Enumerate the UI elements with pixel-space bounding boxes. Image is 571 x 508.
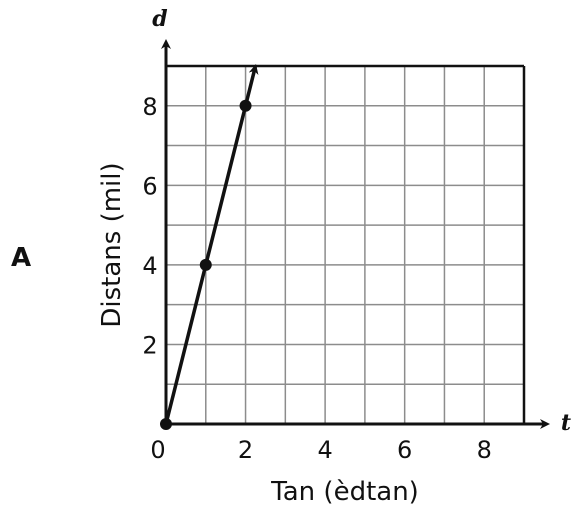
y-tick-label: 6: [142, 172, 157, 200]
x-tick-label: 2: [238, 436, 253, 464]
x-variable-label: t: [561, 410, 571, 436]
y-tick-label: 2: [142, 331, 157, 359]
grid: [166, 64, 526, 424]
data-point: [199, 258, 212, 271]
y-axis-title: Distans (mil): [97, 162, 127, 327]
data-point: [239, 99, 252, 112]
x-tick-label: 6: [397, 436, 412, 464]
data-point: [160, 418, 172, 430]
x-tick-label: 8: [477, 436, 492, 464]
y-variable-label: d: [152, 6, 167, 32]
x-axis-title: Tan (èdtan): [270, 477, 419, 507]
x-tick-label: 4: [317, 436, 332, 464]
x-tick-label: 0: [150, 436, 165, 464]
axes: [161, 39, 550, 429]
data-series: [160, 64, 259, 430]
series-line: [164, 64, 259, 425]
option-label: A: [11, 243, 31, 273]
y-tick-label: 8: [142, 93, 157, 121]
tick-labels: 0 2 4 6 8 2 4 6 8: [142, 93, 492, 464]
y-tick-label: 4: [142, 252, 157, 280]
